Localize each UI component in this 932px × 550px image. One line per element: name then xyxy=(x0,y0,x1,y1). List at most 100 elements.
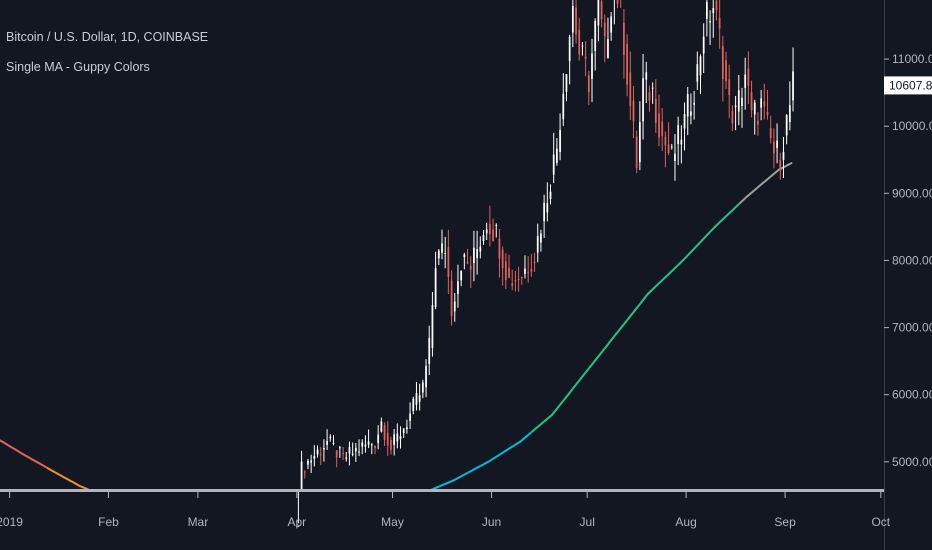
candle-body[interactable] xyxy=(466,262,469,264)
candle-body[interactable] xyxy=(785,115,788,136)
candle-body[interactable] xyxy=(677,125,680,145)
candle-body[interactable] xyxy=(776,140,778,148)
candle-body[interactable] xyxy=(766,112,769,116)
candle-body[interactable] xyxy=(712,8,715,14)
candle-body[interactable] xyxy=(300,461,303,490)
candle-body[interactable] xyxy=(747,68,750,87)
candle-body[interactable] xyxy=(664,136,667,146)
candle-body[interactable] xyxy=(623,22,625,55)
candle-body[interactable] xyxy=(584,56,587,59)
candle-body[interactable] xyxy=(788,105,791,122)
candle-body[interactable] xyxy=(635,136,638,169)
candle-body[interactable] xyxy=(319,454,322,456)
candle-body[interactable] xyxy=(757,120,759,125)
candle-body[interactable] xyxy=(482,235,485,242)
candle-body[interactable] xyxy=(549,191,552,199)
candle-body[interactable] xyxy=(450,280,453,317)
candle-body[interactable] xyxy=(721,46,724,79)
candle-body[interactable] xyxy=(303,471,306,473)
candle-body[interactable] xyxy=(530,268,533,272)
candle-body[interactable] xyxy=(345,457,348,459)
candle-body[interactable] xyxy=(473,247,475,264)
candle-body[interactable] xyxy=(441,243,443,253)
candle-body[interactable] xyxy=(718,18,721,29)
candle-body[interactable] xyxy=(399,436,402,440)
candle-body[interactable] xyxy=(750,92,753,111)
candle-body[interactable] xyxy=(581,45,584,47)
candle-body[interactable] xyxy=(402,428,405,433)
candle-body[interactable] xyxy=(396,433,399,442)
candle-body[interactable] xyxy=(412,398,415,411)
candle-body[interactable] xyxy=(773,141,775,154)
candle-body[interactable] xyxy=(638,122,641,163)
candle-body[interactable] xyxy=(342,453,344,454)
candle-body[interactable] xyxy=(670,146,673,148)
candle-body[interactable] xyxy=(578,29,581,55)
candle-body[interactable] xyxy=(693,102,695,105)
candle-body[interactable] xyxy=(597,0,600,26)
candle-body[interactable] xyxy=(437,250,440,259)
candle-body[interactable] xyxy=(540,233,542,243)
candle-body[interactable] xyxy=(779,159,782,170)
candle-body[interactable] xyxy=(587,75,590,93)
candle-body[interactable] xyxy=(648,92,651,101)
candle-body[interactable] xyxy=(367,441,370,445)
candle-body[interactable] xyxy=(307,460,309,465)
candle-body[interactable] xyxy=(709,21,711,23)
candle-body[interactable] xyxy=(431,305,434,349)
candle-body[interactable] xyxy=(568,36,571,61)
candle-body[interactable] xyxy=(370,444,373,446)
candle-body[interactable] xyxy=(792,71,794,101)
candle-body[interactable] xyxy=(434,268,437,308)
candle-body[interactable] xyxy=(734,105,737,107)
candle-body[interactable] xyxy=(495,224,498,226)
candle-body[interactable] xyxy=(390,440,392,450)
candle-body[interactable] xyxy=(651,87,654,89)
candle-body[interactable] xyxy=(527,272,530,274)
candle-body[interactable] xyxy=(393,434,396,445)
candle-body[interactable] xyxy=(559,130,561,152)
candle-body[interactable] xyxy=(680,139,683,145)
candle-body[interactable] xyxy=(642,78,644,122)
candle-body[interactable] xyxy=(460,270,463,281)
candle-body[interactable] xyxy=(706,1,708,19)
candle-body[interactable] xyxy=(629,72,632,107)
candle-body[interactable] xyxy=(335,450,338,458)
candle-body[interactable] xyxy=(626,43,628,85)
candle-body[interactable] xyxy=(492,229,494,241)
candle-body[interactable] xyxy=(562,93,565,120)
study-name[interactable]: Single MA - Guppy Colors xyxy=(6,60,150,74)
candle-body[interactable] xyxy=(683,114,686,129)
candle-body[interactable] xyxy=(354,447,357,452)
candle-body[interactable] xyxy=(674,153,676,161)
candle-body[interactable] xyxy=(316,449,319,455)
candle-body[interactable] xyxy=(725,60,727,82)
candle-body[interactable] xyxy=(575,7,577,35)
candle-body[interactable] xyxy=(658,113,660,138)
candle-body[interactable] xyxy=(645,72,648,80)
candle-body[interactable] xyxy=(476,249,478,259)
candle-body[interactable] xyxy=(760,98,763,108)
candle-body[interactable] xyxy=(485,229,488,234)
candle-body[interactable] xyxy=(610,16,613,33)
candle-body[interactable] xyxy=(425,365,427,388)
candle-body[interactable] xyxy=(524,268,526,274)
candle-body[interactable] xyxy=(607,39,609,58)
candle-body[interactable] xyxy=(737,90,740,112)
candle-body[interactable] xyxy=(313,455,316,459)
candle-body[interactable] xyxy=(616,0,619,4)
candle-body[interactable] xyxy=(488,223,491,234)
candle-body[interactable] xyxy=(728,79,731,96)
candle-body[interactable] xyxy=(361,442,364,447)
candle-body[interactable] xyxy=(782,152,785,160)
candle-body[interactable] xyxy=(377,434,380,443)
candle-body[interactable] xyxy=(690,111,692,116)
symbol-title[interactable]: Bitcoin / U.S. Dollar, 1D, COINBASE xyxy=(6,30,209,44)
candle-body[interactable] xyxy=(763,101,766,107)
candle-body[interactable] xyxy=(546,202,549,213)
candle-body[interactable] xyxy=(447,246,450,277)
candle-body[interactable] xyxy=(332,442,335,444)
candle-body[interactable] xyxy=(297,525,300,527)
candle-body[interactable] xyxy=(715,0,718,11)
